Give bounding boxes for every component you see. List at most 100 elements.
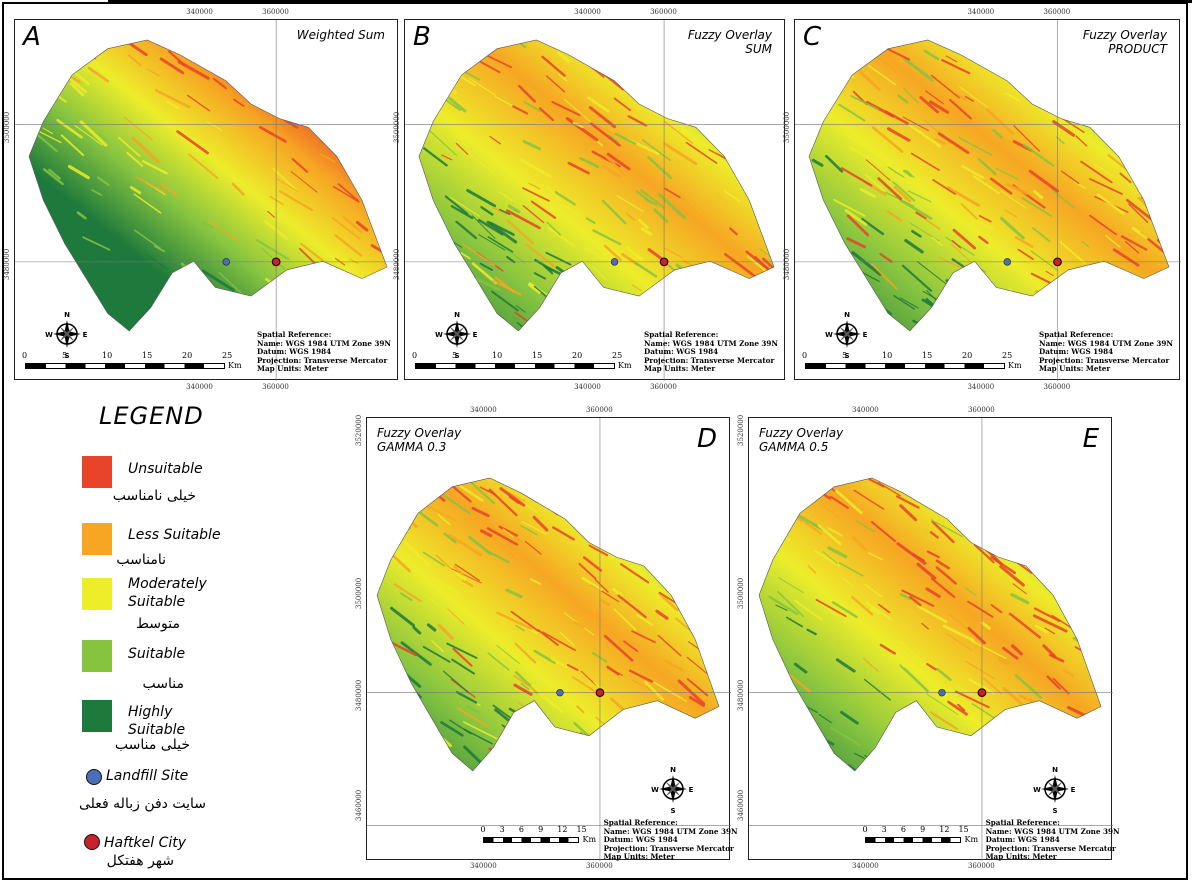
scale-tick-label: 0	[862, 825, 868, 834]
coord-label-y3: 3460000	[355, 789, 363, 821]
scale-tick-label: 0	[412, 351, 418, 360]
panel-title: Fuzzy Overlay PRODUCT	[1083, 28, 1167, 56]
coord-label-x1-bottom: 340000	[967, 383, 995, 391]
panel-title-line: SUM	[745, 42, 772, 56]
scale-unit: Km	[618, 361, 632, 370]
graticule	[405, 20, 786, 381]
north-arrow-icon: N S W E	[45, 309, 89, 359]
legend-label: Suitable	[128, 646, 186, 662]
compass-label-e: E	[473, 331, 478, 339]
coord-label-x2-bottom: 360000	[967, 862, 995, 870]
spatial-reference-name: Name: WGS 1984 UTM Zone 39N	[1039, 338, 1173, 348]
spatial-reference-heading: Spatial Reference:	[644, 330, 719, 339]
spatial-reference-heading: Spatial Reference:	[985, 818, 1060, 827]
coord-label-x2: 360000	[967, 406, 995, 414]
compass-label-n: N	[670, 766, 676, 774]
scale-tick-label: 5	[62, 351, 68, 360]
haftkel-city-marker	[595, 688, 605, 698]
compass-label-s: S	[64, 352, 69, 359]
coord-label-y1: 3500000	[393, 111, 401, 143]
spatial-reference-projection: Projection: Transverse Mercator	[644, 355, 775, 365]
scale-tick-label: 25	[1002, 351, 1013, 360]
legend-swatch-moderately-suitable	[82, 578, 112, 610]
scale-bar-graphic	[865, 837, 962, 843]
coord-label-x2: 360000	[650, 8, 677, 16]
spatial-reference-units: Map Units: Meter	[603, 852, 675, 862]
scale-ticks: 0 5 10 15 20 25	[22, 351, 232, 361]
scale-bar: 0 5 10 15 20 25 Km	[412, 351, 632, 373]
spatial-reference: Spatial Reference: Name: WGS 1984 UTM Zon…	[603, 818, 738, 862]
compass-label-w: W	[1033, 786, 1041, 794]
spatial-reference-datum: Datum: WGS 1984	[257, 347, 332, 357]
legend-swatch-suitable	[82, 640, 112, 672]
map-canvas	[405, 20, 786, 381]
map-panel-d: D Fuzzy Overlay GAMMA 0.3 340000 360000 34000…	[355, 406, 738, 870]
spatial-reference-units: Map Units: Meter	[1039, 364, 1111, 374]
scale-tick-label: 20	[962, 351, 973, 360]
scale-tick-label: 10	[492, 351, 503, 360]
map-canvas	[795, 20, 1181, 381]
legend-label: Highly Suitable	[128, 704, 186, 738]
scale-tick-label: 3	[499, 825, 505, 834]
coord-label-x1: 340000	[851, 406, 879, 414]
coord-label-x1-bottom: 340000	[186, 383, 213, 391]
map-panel-c: C Fuzzy Overlay PRODUCT 340000 360000 340000 3…	[783, 8, 1181, 391]
coord-label-y3: 3460000	[737, 789, 745, 821]
scale-tick-label: 0	[480, 825, 486, 834]
spatial-reference: Spatial Reference: Name: WGS 1984 UTM Zon…	[985, 818, 1120, 862]
spatial-reference-projection: Projection: Transverse Mercator	[257, 355, 388, 365]
scale-tick-label: 15	[576, 825, 587, 834]
coord-label-y1: 3500000	[737, 577, 745, 609]
landfill-site-marker	[938, 688, 946, 697]
legend-label: Less Suitable	[128, 527, 221, 543]
legend-label-fa: مناسب	[142, 676, 184, 692]
spatial-reference-datum: Datum: WGS 1984	[1039, 347, 1114, 357]
scale-tick-label: 9	[538, 825, 544, 834]
compass-label-w: W	[825, 331, 833, 339]
spatial-reference-heading: Spatial Reference:	[257, 330, 332, 339]
scale-tick-label: 25	[612, 351, 623, 360]
legend-label-fa: متوسط	[136, 616, 180, 632]
spatial-reference-datum: Datum: WGS 1984	[603, 835, 678, 845]
legend-title: LEGEND	[99, 402, 204, 430]
coord-label-x2: 360000	[1043, 8, 1071, 16]
scale-tick-label: 10	[102, 351, 113, 360]
map-canvas	[749, 418, 1113, 861]
spatial-reference-heading: Spatial Reference:	[603, 818, 678, 827]
scale-tick-label: 3	[881, 825, 887, 834]
scale-tick-label: 20	[182, 351, 193, 360]
scale-tick-label: 0	[802, 351, 808, 360]
scale-bar-graphic	[483, 837, 580, 843]
coord-label-x2: 360000	[585, 406, 613, 414]
spatial-reference-projection: Projection: Transverse Mercator	[603, 843, 734, 853]
spatial-reference-units: Map Units: Meter	[257, 364, 329, 374]
legend-swatch-less-suitable	[82, 523, 112, 555]
scale-tick-label: 12	[557, 825, 568, 834]
coord-label-x1: 340000	[967, 8, 995, 16]
top-border-line	[108, 0, 1192, 3]
scale-tick-label: 15	[532, 351, 543, 360]
scale-ticks: 0 5 10 15 20 25	[802, 351, 1012, 361]
coord-label-x2-bottom: 360000	[1043, 383, 1071, 391]
scale-ticks: 0 3 6 9 12 15	[862, 825, 968, 835]
coord-label-x2-bottom: 360000	[585, 862, 613, 870]
panel-title-line: Fuzzy Overlay	[687, 28, 772, 42]
north-arrow-icon: N S W E	[651, 764, 695, 814]
map-canvas	[367, 418, 731, 861]
scale-tick-label: 15	[958, 825, 969, 834]
legend-label-fa: شهر هفتکل	[106, 853, 174, 869]
compass-label-n: N	[844, 311, 850, 319]
compass-label-s: S	[1052, 807, 1057, 814]
scale-bar: 0 3 6 9 12 15 Km	[480, 825, 596, 847]
compass-label-e: E	[863, 331, 868, 339]
scale-tick-label: 5	[842, 351, 848, 360]
north-arrow-icon: N S W E	[1033, 764, 1077, 814]
legend-swatch-highly-suitable	[82, 700, 112, 732]
spatial-reference-heading: Spatial Reference:	[1039, 330, 1114, 339]
spatial-reference-units: Map Units: Meter	[644, 364, 716, 374]
panel-title-line: PRODUCT	[1108, 42, 1167, 56]
coord-label-y2: 3480000	[783, 248, 791, 280]
landfill-site-marker	[222, 258, 230, 266]
legend-label-fa: سایت دفن زباله فعلی	[78, 796, 206, 812]
panel-letter: B	[413, 22, 431, 52]
